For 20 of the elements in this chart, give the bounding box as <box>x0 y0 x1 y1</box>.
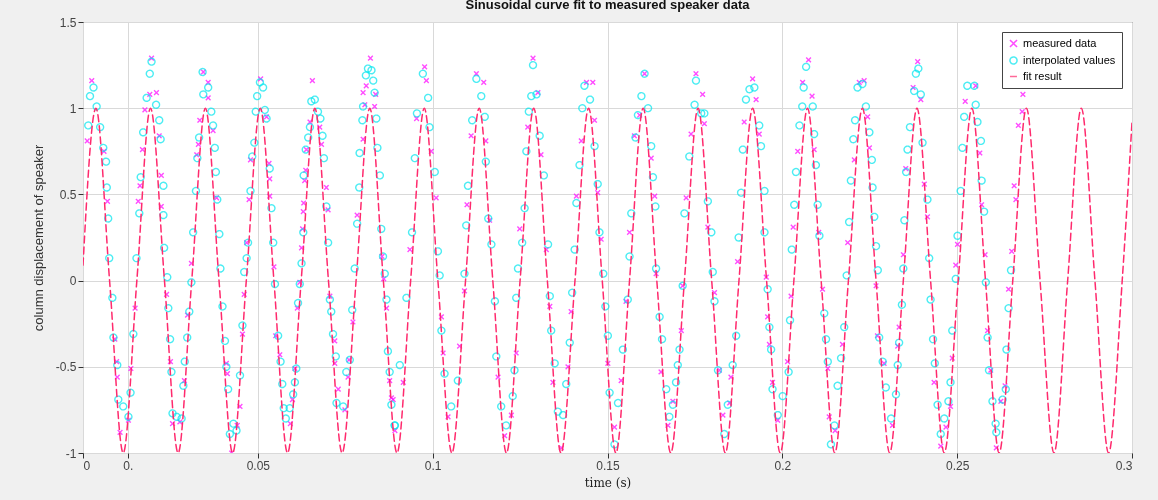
chart-title: Sinusoidal curve fit to measured speaker data <box>465 0 751 12</box>
x-axis-title: time (s) <box>584 475 632 490</box>
x-tick-label: 0.25 <box>945 458 970 473</box>
y-tick-label: 1 <box>69 101 77 116</box>
x-tick-label: 0.2 <box>774 458 792 473</box>
legend-label: measured data <box>1023 36 1098 49</box>
x-tick-label: 0.05 <box>246 458 271 473</box>
legend-label: interpolated values <box>1023 53 1116 66</box>
y-tick-label: 0.5 <box>59 187 77 202</box>
y-tick-label: -0.5 <box>55 360 77 375</box>
y-axis-title: column displacement of speaker <box>30 144 46 332</box>
x-tick-label: 0.3 <box>1115 458 1133 473</box>
x-tick-label: 0.15 <box>596 458 620 473</box>
legend-label: fit result <box>1023 69 1062 82</box>
x-tick-label: 0.1 <box>424 458 442 473</box>
y-tick-label: 1.5 <box>59 15 77 30</box>
x-tick-label: 0. <box>123 458 134 473</box>
y-tick-label: 0 <box>69 274 77 289</box>
y-tick-label: -1 <box>65 446 77 461</box>
x-tick-label: 0 <box>83 458 91 473</box>
